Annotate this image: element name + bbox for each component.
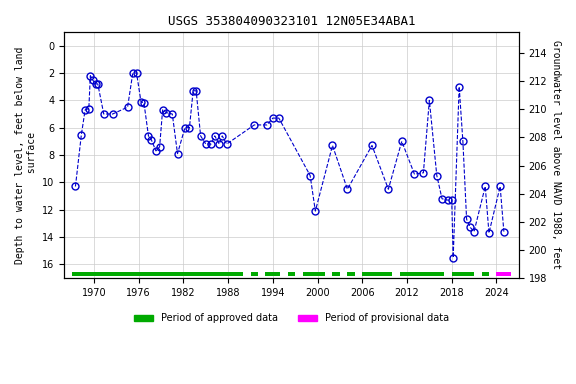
Bar [251, 272, 258, 276]
Bar [497, 272, 511, 276]
Bar [400, 272, 444, 276]
Bar [288, 272, 295, 276]
Bar [347, 272, 355, 276]
Bar [332, 272, 340, 276]
Title: USGS 353804090323101 12N05E34ABA1: USGS 353804090323101 12N05E34ABA1 [168, 15, 415, 28]
Bar [362, 272, 392, 276]
Legend: Period of approved data, Period of provisional data: Period of approved data, Period of provi… [130, 310, 453, 328]
Y-axis label: Depth to water level, feet below land
 surface: Depth to water level, feet below land su… [15, 46, 37, 264]
Bar [71, 272, 243, 276]
Bar [302, 272, 325, 276]
Bar [452, 272, 474, 276]
Y-axis label: Groundwater level above NAVD 1988, feet: Groundwater level above NAVD 1988, feet [551, 40, 561, 270]
Bar [266, 272, 281, 276]
Bar [482, 272, 489, 276]
